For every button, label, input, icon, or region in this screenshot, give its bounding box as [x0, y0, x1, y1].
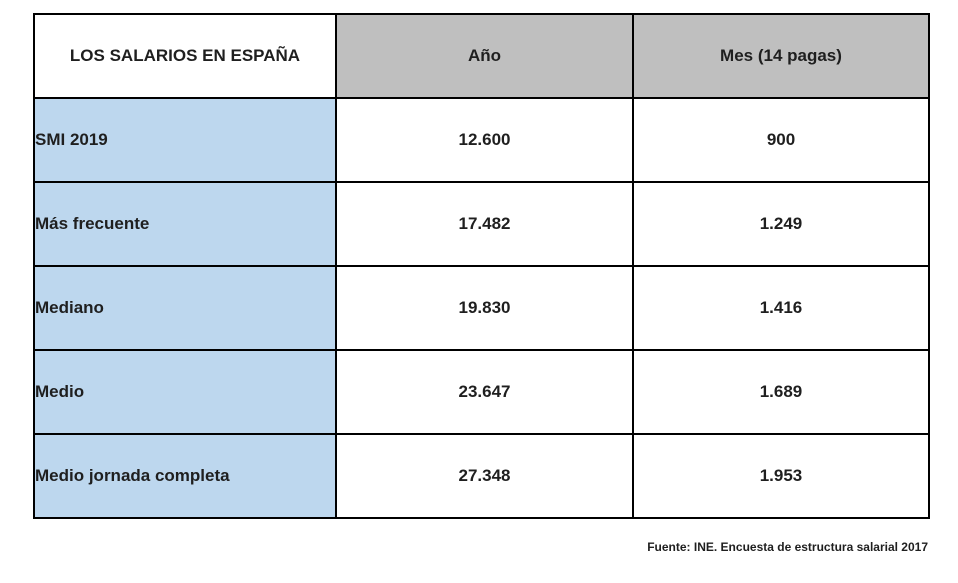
row-month-value: 900	[632, 97, 930, 183]
table-row: Más frecuente 17.482 1.249	[33, 181, 930, 267]
row-year-value: 19.830	[335, 265, 634, 351]
row-label: Medio	[33, 349, 337, 435]
table-title: LOS SALARIOS EN ESPAÑA	[33, 13, 337, 99]
table-row: Mediano 19.830 1.416	[33, 265, 930, 351]
row-label: SMI 2019	[33, 97, 337, 183]
row-label: Medio jornada completa	[33, 433, 337, 519]
salary-table-container: LOS SALARIOS EN ESPAÑA Año Mes (14 pagas…	[33, 13, 930, 519]
row-year-value: 27.348	[335, 433, 634, 519]
row-month-value: 1.249	[632, 181, 930, 267]
row-year-value: 17.482	[335, 181, 634, 267]
row-label: Mediano	[33, 265, 337, 351]
row-month-value: 1.689	[632, 349, 930, 435]
row-month-value: 1.953	[632, 433, 930, 519]
column-header-mes: Mes (14 pagas)	[632, 13, 930, 99]
source-note: Fuente: INE. Encuesta de estructura sala…	[647, 540, 928, 554]
row-label: Más frecuente	[33, 181, 337, 267]
table-header-row: LOS SALARIOS EN ESPAÑA Año Mes (14 pagas…	[33, 13, 930, 99]
column-header-ano: Año	[335, 13, 634, 99]
salary-table: LOS SALARIOS EN ESPAÑA Año Mes (14 pagas…	[33, 13, 930, 519]
table-row: Medio 23.647 1.689	[33, 349, 930, 435]
row-year-value: 12.600	[335, 97, 634, 183]
table-row: Medio jornada completa 27.348 1.953	[33, 433, 930, 519]
row-month-value: 1.416	[632, 265, 930, 351]
table-row: SMI 2019 12.600 900	[33, 97, 930, 183]
row-year-value: 23.647	[335, 349, 634, 435]
